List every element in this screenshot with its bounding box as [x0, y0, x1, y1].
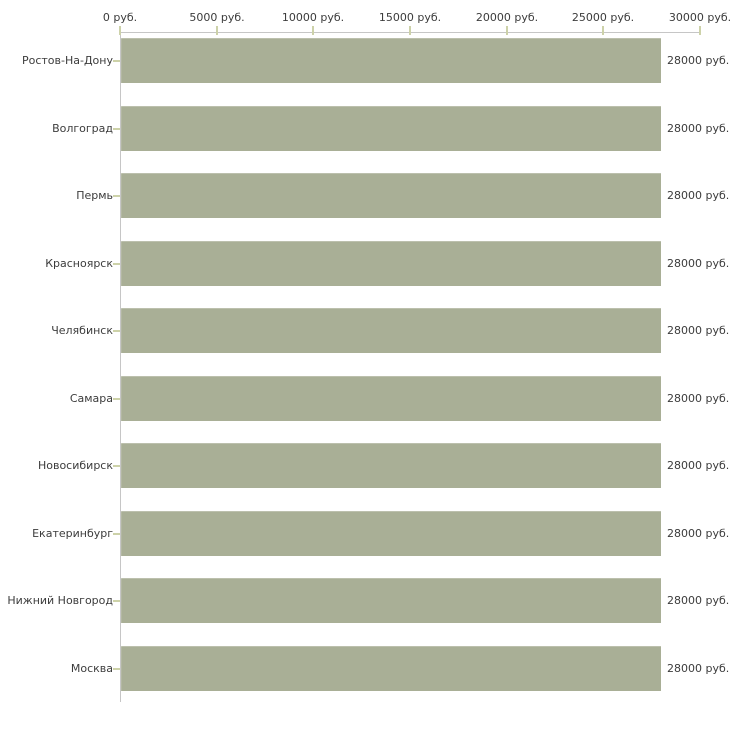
x-axis-tick — [699, 26, 701, 35]
bar — [121, 443, 661, 488]
value-label: 28000 руб. — [667, 324, 730, 337]
category-label: Красноярск — [45, 257, 113, 270]
x-axis-tick-label: 30000 руб. — [668, 11, 730, 24]
x-axis-tick-label: 15000 руб. — [378, 11, 442, 24]
category-tick — [113, 195, 120, 197]
category-tick — [113, 263, 120, 265]
x-axis-tick — [602, 26, 604, 35]
category-label: Волгоград — [52, 122, 113, 135]
value-label: 28000 руб. — [667, 392, 730, 405]
value-label: 28000 руб. — [667, 189, 730, 202]
category-label: Ростов-На-Дону — [21, 54, 113, 67]
bar — [121, 308, 661, 353]
value-label: 28000 руб. — [667, 594, 730, 607]
bar — [121, 511, 661, 556]
x-axis-tick — [312, 26, 314, 35]
category-label: Самара — [69, 392, 113, 405]
bar — [121, 106, 661, 151]
x-axis-tick — [409, 26, 411, 35]
category-tick — [113, 533, 120, 535]
category-label: Москва — [70, 662, 113, 675]
value-label: 28000 руб. — [667, 257, 730, 270]
x-axis-tick-label: 5000 руб. — [189, 11, 245, 24]
x-axis-tick — [216, 26, 218, 35]
bar — [121, 173, 661, 218]
bar — [121, 646, 661, 691]
x-axis-tick — [119, 26, 121, 35]
x-axis-tick-label: 25000 руб. — [571, 11, 635, 24]
x-axis-tick — [506, 26, 508, 35]
value-label: 28000 руб. — [667, 527, 730, 540]
category-tick — [113, 60, 120, 62]
x-axis-tick-label: 20000 руб. — [475, 11, 539, 24]
bar — [121, 376, 661, 421]
category-tick — [113, 330, 120, 332]
category-label: Пермь — [76, 189, 113, 202]
category-tick — [113, 668, 120, 670]
x-axis-tick-label: 0 руб. — [102, 11, 138, 24]
x-axis-tick-label: 10000 руб. — [281, 11, 345, 24]
bar — [121, 578, 661, 623]
category-label: Нижний Новгород — [7, 594, 113, 607]
value-label: 28000 руб. — [667, 122, 730, 135]
value-label: 28000 руб. — [667, 54, 730, 67]
category-tick — [113, 465, 120, 467]
category-label: Новосибирск — [37, 459, 113, 472]
value-label: 28000 руб. — [667, 662, 730, 675]
value-label: 28000 руб. — [667, 459, 730, 472]
y-axis-line — [120, 32, 121, 702]
category-label: Челябинск — [51, 324, 113, 337]
bar — [121, 241, 661, 286]
bar — [121, 38, 661, 83]
category-label: Екатеринбург — [32, 527, 113, 540]
category-tick — [113, 600, 120, 602]
category-tick — [113, 398, 120, 400]
category-tick — [113, 128, 120, 130]
